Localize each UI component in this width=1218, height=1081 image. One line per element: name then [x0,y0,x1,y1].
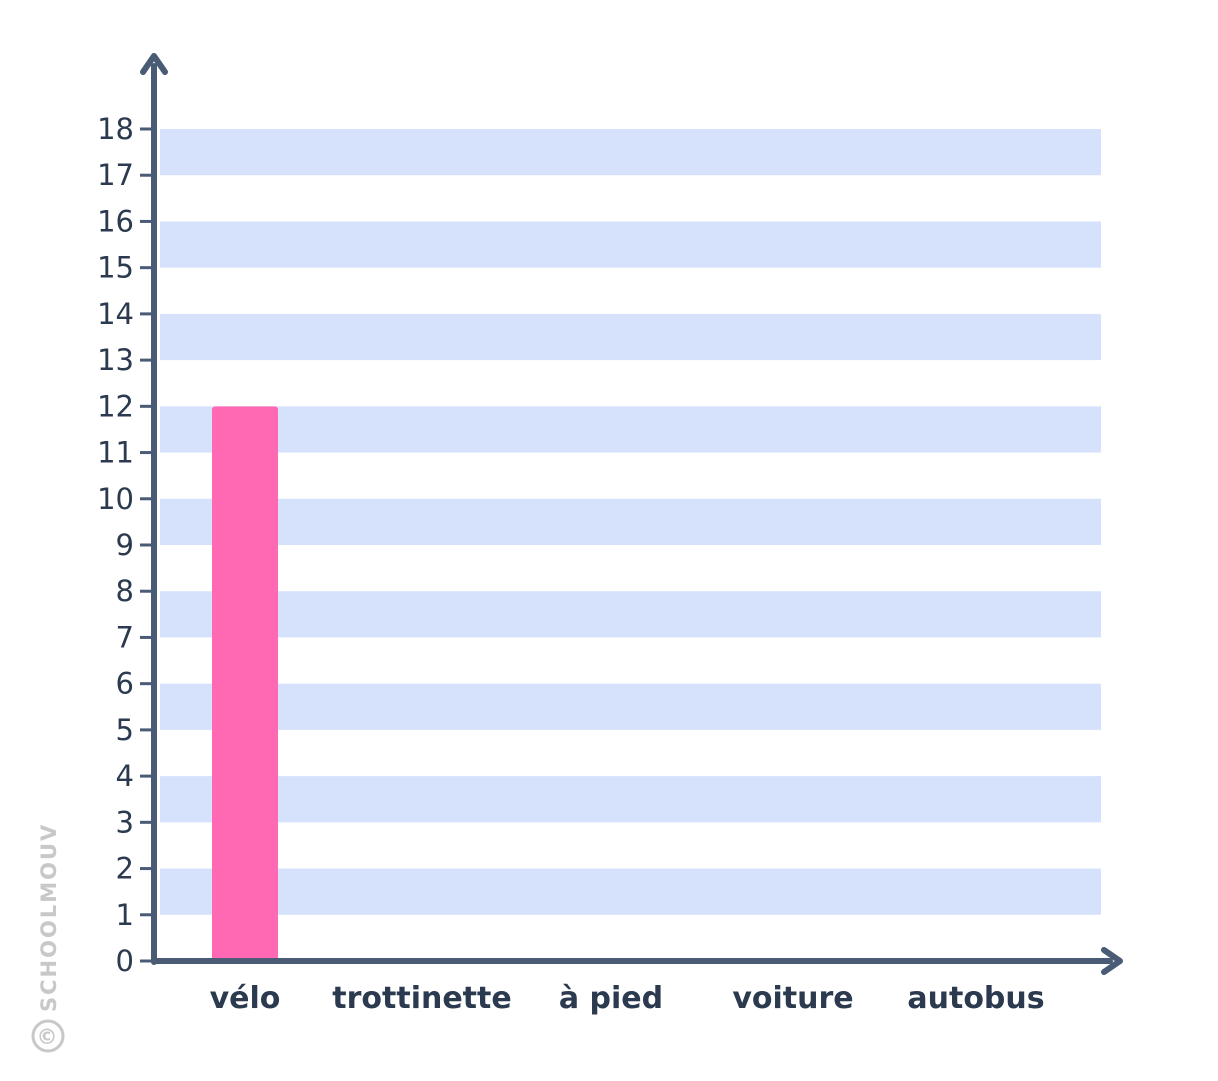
y-axis-arrow-icon [140,53,168,75]
y-tick-label: 0 [116,944,134,978]
x-category-label: autobus [907,981,1044,1016]
y-tick-label: 11 [97,436,134,470]
copyright-symbol: © [37,1025,60,1049]
y-tick-label: 3 [116,805,134,839]
grid-band [160,683,1101,730]
grid-band [160,776,1101,823]
x-category-label: à pied [559,981,663,1016]
y-tick-label: 14 [97,297,134,331]
y-tick-label: 15 [97,251,134,285]
grid-bands [160,129,1101,915]
grid-band [160,221,1101,268]
axes [140,53,1123,975]
x-category-label: voiture [732,981,853,1016]
x-labels: vélo trottinette à pied voiture autobus [210,981,1045,1016]
y-tick-label: 13 [97,343,134,377]
y-tick-label: 10 [97,482,134,516]
grid-band [160,591,1101,638]
y-tick-label: 18 [97,112,134,146]
y-tick-label: 12 [97,389,134,423]
grid-band [160,406,1101,453]
y-tick-label: 4 [116,759,134,793]
x-axis-arrow-icon [1101,947,1123,975]
y-tick-label: 1 [116,898,134,932]
y-tick-label: 8 [116,574,134,608]
watermark-text: SCHOOLMOUV [37,823,61,1012]
copyright-icon [31,1019,65,1053]
y-tick-label: 2 [116,852,134,886]
grid-band [160,498,1101,545]
grid-band [160,313,1101,361]
grid-band [160,129,1101,176]
x-category-label: vélo [210,981,281,1016]
x-category-label: trottinette [332,981,511,1016]
y-tick-label: 16 [97,204,134,238]
y-tick-label: 7 [116,620,134,654]
y-tick-label: 6 [116,667,134,701]
y-tick-label: 17 [97,158,134,192]
grid-band [160,868,1101,915]
watermark: © SCHOOLMOUV [31,823,65,1053]
bar-0 [212,406,278,961]
bars [212,406,278,961]
y-tick-label: 9 [116,528,134,562]
y-tick-label: 5 [116,713,134,747]
